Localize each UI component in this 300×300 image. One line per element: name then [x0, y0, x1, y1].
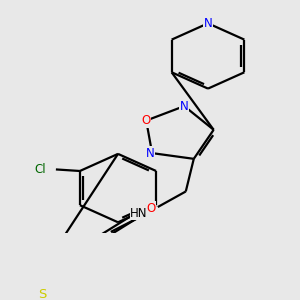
- Text: Cl: Cl: [34, 163, 46, 176]
- Text: N: N: [204, 17, 212, 30]
- Text: N: N: [180, 100, 189, 112]
- Text: S: S: [39, 288, 47, 300]
- Text: N: N: [146, 147, 154, 160]
- Text: O: O: [142, 114, 151, 127]
- Text: O: O: [146, 202, 155, 215]
- Text: HN: HN: [130, 207, 148, 220]
